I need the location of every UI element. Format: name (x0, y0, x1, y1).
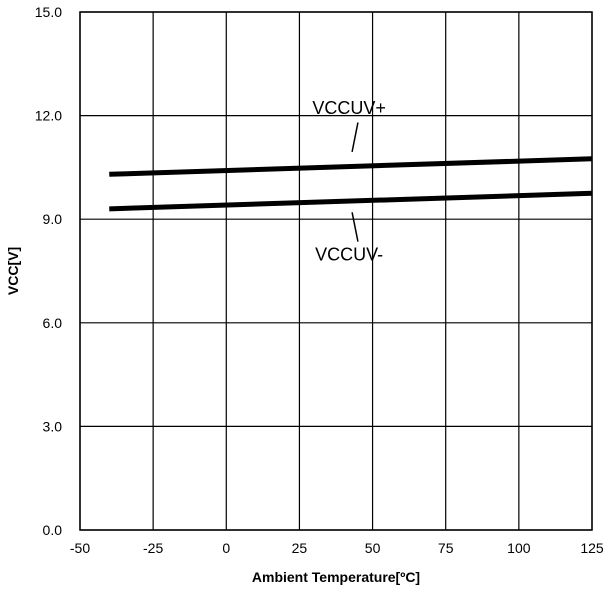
x-tick-labels: -50 -25 0 25 50 75 100 125 (70, 540, 604, 556)
x-tick-label: 50 (365, 540, 381, 556)
series-line-vccuv-plus (109, 156, 593, 177)
x-tick-label: 0 (222, 540, 230, 556)
x-tick-label: 25 (292, 540, 308, 556)
x-tick-label: 125 (580, 540, 604, 556)
y-tick-labels: 0.0 3.0 6.0 9.0 12.0 15.0 (35, 4, 62, 538)
x-tick-label: 100 (507, 540, 531, 556)
annotation-leader-line (351, 122, 359, 153)
series-lines (109, 156, 593, 212)
y-tick-label: 15.0 (35, 4, 62, 20)
x-tick-label: -25 (143, 540, 163, 556)
annotation-leader-line (351, 212, 359, 242)
annotation-leader-lines (351, 122, 359, 242)
x-axis-title: Ambient Temperature[ºC] (252, 569, 420, 585)
y-tick-label: 0.0 (43, 522, 63, 538)
plot-area-frame (79, 11, 593, 531)
y-tick-label: 9.0 (43, 211, 63, 227)
y-tick-label: 12.0 (35, 108, 62, 124)
x-tick-label: -50 (70, 540, 90, 556)
annotation-label: VCCUV- (315, 245, 383, 265)
y-tick-label: 3.0 (43, 418, 63, 434)
annotation-label: VCCUV+ (312, 98, 386, 118)
annotations: VCCUV+ VCCUV- (312, 98, 386, 265)
y-tick-label: 6.0 (43, 315, 63, 331)
y-axis-title: VCC[V] (5, 247, 21, 295)
series-line-vccuv-minus (109, 190, 593, 212)
x-tick-label: 75 (438, 540, 454, 556)
grid-lines (79, 11, 593, 531)
